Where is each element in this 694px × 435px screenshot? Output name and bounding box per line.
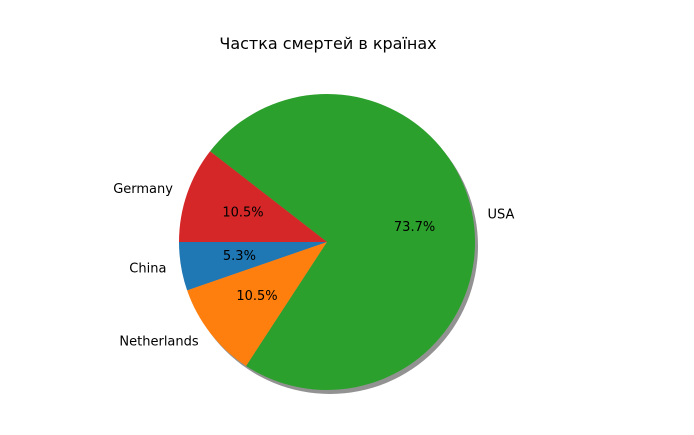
pie-percent-usa: 73.7%: [394, 220, 435, 235]
pie-percent-china: 5.3%: [223, 249, 256, 264]
pie-label-usa: USA: [488, 208, 515, 223]
pie-slice-germany: [179, 151, 327, 242]
pie-label-netherlands: Netherlands: [119, 335, 198, 350]
pie-percent-labels: 5.3% 10.5% 73.7% 10.5%: [222, 206, 435, 304]
pie-slice-china: [179, 242, 327, 291]
pie-slice-usa: [210, 94, 475, 390]
pie-percent-netherlands: 10.5%: [236, 289, 277, 304]
pie-slice-netherlands: [187, 242, 327, 366]
pie-labels: China Netherlands USA Germany: [113, 182, 514, 350]
chart-title: Частка смертей в країнах: [219, 34, 436, 53]
pie-percent-germany: 10.5%: [222, 206, 263, 221]
pie-slices: [179, 94, 475, 390]
pie-label-germany: Germany: [113, 182, 173, 197]
pie-label-china: China: [129, 261, 166, 276]
